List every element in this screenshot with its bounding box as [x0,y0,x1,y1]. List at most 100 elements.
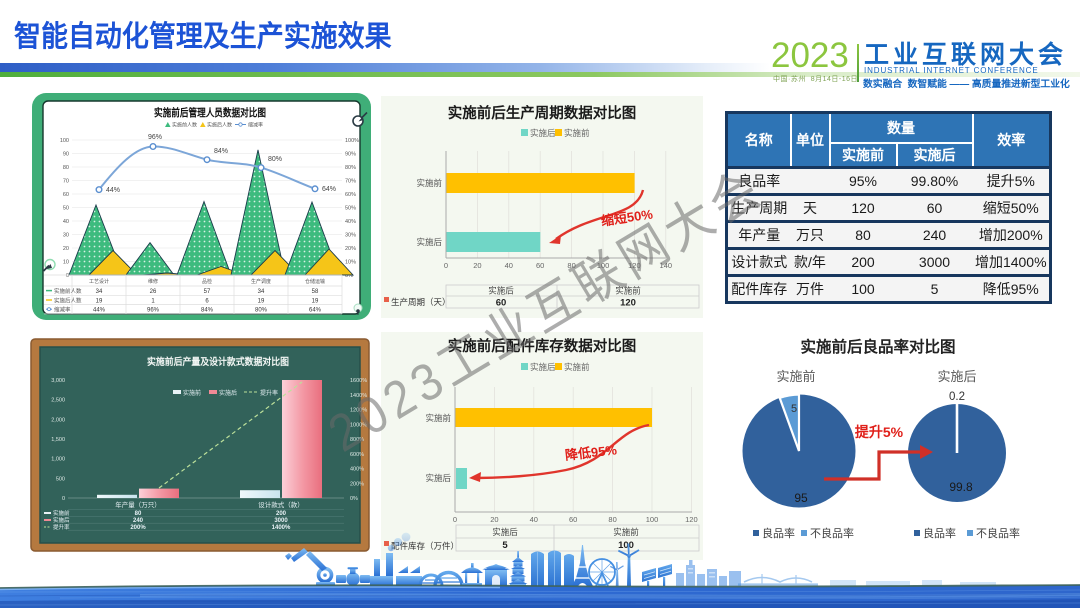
svg-text:90: 90 [63,152,69,158]
svg-text:30: 30 [63,233,69,239]
svg-text:120: 120 [628,261,641,270]
svg-text:100: 100 [597,261,610,270]
svg-text:140: 140 [660,261,673,270]
svg-text:60: 60 [569,515,577,524]
svg-text:0: 0 [453,515,457,524]
svg-text:实施前后生产周期数据对比图: 实施前后生产周期数据对比图 [448,104,637,122]
svg-text:维修: 维修 [148,278,158,285]
svg-text:0%: 0% [350,496,358,502]
svg-text:良品率: 良品率 [923,526,956,540]
svg-text:缩减率: 缩减率 [248,122,263,129]
svg-text:缩减率: 缩减率 [54,306,71,314]
svg-text:50: 50 [63,206,69,212]
svg-text:0%: 0% [345,273,353,279]
svg-text:配件库存（万件）: 配件库存（万件） [391,541,459,551]
svg-text:57: 57 [204,289,211,295]
svg-text:1,500: 1,500 [51,437,65,443]
svg-text:1200%: 1200% [350,408,367,414]
svg-text:200%: 200% [350,481,364,487]
svg-text:40%: 40% [345,219,356,225]
svg-text:1400%: 1400% [272,525,291,531]
svg-text:3000: 3000 [274,518,288,524]
svg-text:1600%: 1600% [350,378,367,384]
svg-text:品检: 品检 [202,278,212,285]
svg-text:20%: 20% [345,246,356,252]
svg-text:60%: 60% [345,192,356,198]
svg-text:96%: 96% [147,308,160,314]
svg-text:5: 5 [502,540,508,551]
svg-text:年产量（万只）: 年产量（万只） [115,500,161,509]
svg-text:60: 60 [496,298,507,309]
svg-text:100: 100 [618,540,634,551]
svg-text:3,000: 3,000 [51,378,65,384]
svg-text:19: 19 [96,298,103,304]
svg-text:降低95%: 降低95% [564,442,618,462]
svg-text:实施后: 实施后 [530,128,556,138]
svg-text:6: 6 [205,298,209,304]
svg-text:20: 20 [473,261,481,270]
svg-text:缩短50%: 缩短50% [600,206,654,228]
svg-text:40: 40 [530,515,538,524]
svg-text:0.2: 0.2 [949,391,965,403]
svg-text:400%: 400% [350,467,364,473]
svg-text:90%: 90% [345,152,356,158]
svg-text:仓储运输: 仓储运输 [305,278,325,285]
svg-text:60: 60 [536,261,544,270]
svg-text:0: 0 [66,273,69,279]
svg-text:实施前: 实施前 [416,178,442,188]
svg-text:200%: 200% [130,525,146,531]
svg-text:良品率: 良品率 [762,526,795,540]
svg-text:120: 120 [620,298,636,309]
svg-text:设计款式（款）: 设计款式（款） [258,500,304,509]
svg-text:实施后: 实施后 [219,389,237,397]
svg-text:1400%: 1400% [350,393,367,399]
svg-text:50%: 50% [345,206,356,212]
svg-text:500: 500 [56,476,65,482]
svg-text:84%: 84% [201,308,214,314]
svg-text:工艺设计: 工艺设计 [89,278,109,285]
svg-text:1: 1 [151,298,155,304]
svg-text:5: 5 [791,403,797,415]
svg-text:96%: 96% [148,134,162,141]
svg-text:44%: 44% [106,187,120,194]
svg-text:0: 0 [444,261,448,270]
svg-text:19: 19 [258,298,265,304]
svg-text:实施后: 实施后 [937,369,976,384]
svg-text:不良品率: 不良品率 [976,526,1020,540]
svg-text:100%: 100% [345,138,359,144]
svg-text:80%: 80% [345,165,356,171]
svg-text:实施前后配件库存数据对比图: 实施前后配件库存数据对比图 [448,337,637,355]
svg-text:60: 60 [63,192,69,198]
svg-text:提升5%: 提升5% [855,424,904,440]
svg-text:实施后: 实施后 [488,286,514,296]
svg-text:84%: 84% [214,148,228,155]
svg-text:80: 80 [135,511,142,517]
svg-text:26: 26 [150,289,157,295]
svg-text:70%: 70% [345,179,356,185]
svg-text:实施前: 实施前 [564,128,590,138]
svg-text:实施前人数: 实施前人数 [172,122,197,129]
svg-text:58: 58 [312,289,319,295]
svg-text:提升率: 提升率 [260,389,278,397]
svg-text:实施前后产量及设计款式数据对比图: 实施前后产量及设计款式数据对比图 [147,356,289,368]
svg-text:实施后: 实施后 [53,516,70,524]
svg-text:实施后: 实施后 [530,362,556,372]
svg-text:10%: 10% [345,260,356,266]
svg-text:64%: 64% [322,186,336,193]
svg-text:1,000: 1,000 [51,457,65,463]
svg-text:20: 20 [63,246,69,252]
svg-text:10: 10 [63,260,69,266]
svg-text:34: 34 [96,289,103,295]
svg-text:实施前后良品率对比图: 实施前后良品率对比图 [800,337,955,356]
svg-text:实施后人数: 实施后人数 [207,122,232,129]
svg-text:提升率: 提升率 [53,523,70,531]
svg-text:80%: 80% [268,156,282,163]
svg-text:生产周期（天）: 生产周期（天） [391,297,451,307]
svg-text:2,500: 2,500 [51,398,65,404]
svg-text:实施前人数: 实施前人数 [54,287,82,295]
svg-text:实施前后管理人员数据对比图: 实施前后管理人员数据对比图 [154,106,266,119]
svg-text:100: 100 [60,138,69,144]
svg-text:70: 70 [63,179,69,185]
svg-text:95: 95 [794,491,808,505]
svg-text:2,000: 2,000 [51,417,65,423]
